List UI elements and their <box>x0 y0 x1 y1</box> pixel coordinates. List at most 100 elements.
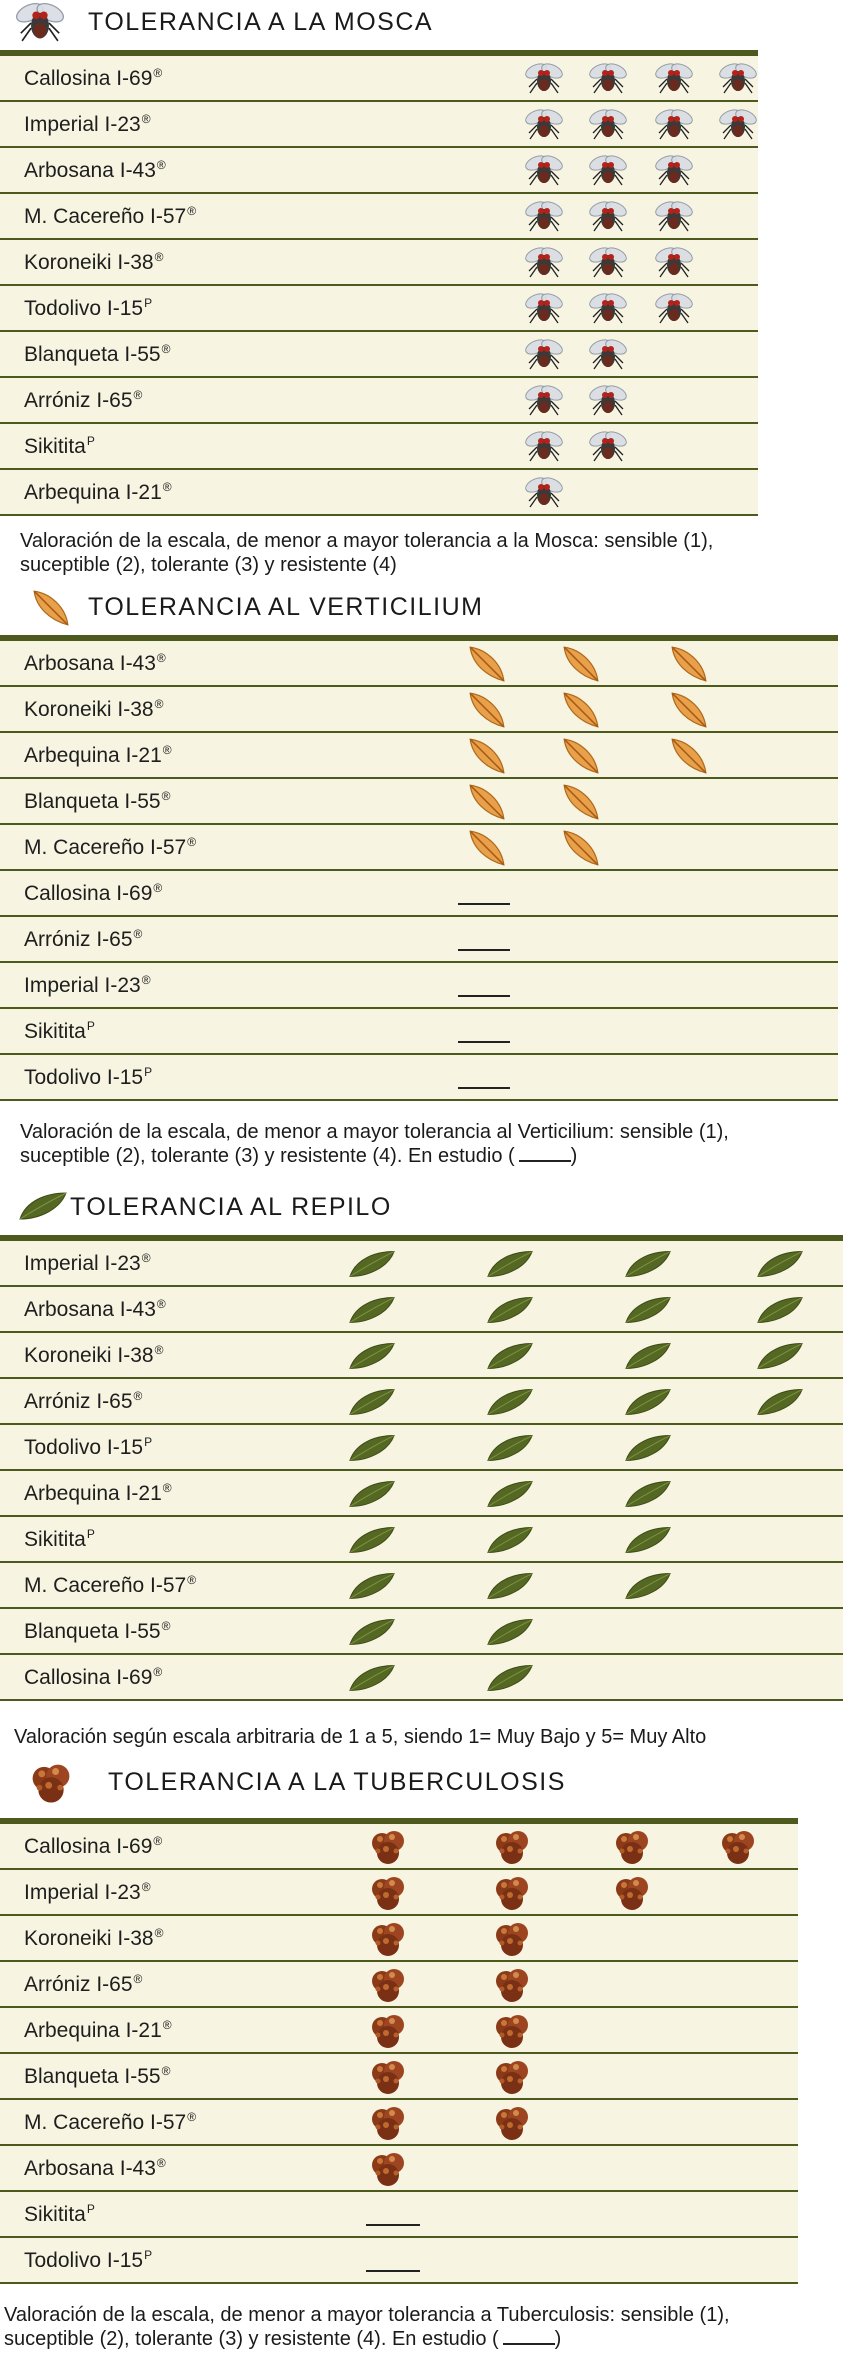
table-row: M. Cacereño I-57® <box>0 1563 843 1609</box>
in-study-dash <box>458 949 510 951</box>
table-row: Blanqueta I-55® <box>0 1609 843 1655</box>
trademark-mark: ® <box>187 835 197 849</box>
table-row: Callosina I-69® <box>0 871 838 917</box>
table-row: Blanqueta I-55® <box>0 779 838 825</box>
table-row: Arróniz I-65® <box>0 1379 843 1425</box>
fly-icon <box>654 61 694 97</box>
green-leaf-icon <box>624 1249 672 1279</box>
variety-name: Arbosana I-43® <box>24 1297 166 1321</box>
scale-note-line: suceptible (2), tolerante (3) y resisten… <box>20 1145 515 1167</box>
table-row: Koroneiki I-38® <box>0 240 758 286</box>
green-leaf-icon <box>486 1571 534 1601</box>
section-header: TOLERANCIA A LA MOSCA <box>0 0 758 48</box>
in-study-dash <box>458 1041 510 1043</box>
section-header: TOLERANCIA AL REPILO <box>0 1185 843 1233</box>
table-row: SikititaP <box>0 1517 843 1563</box>
trademark-mark: ® <box>187 2110 197 2124</box>
rating-table: Callosina I-69® Imperial I-23® Arbosana I-… <box>0 56 758 516</box>
trademark-mark: ® <box>154 1343 164 1357</box>
trademark-mark: ® <box>162 480 172 494</box>
table-row: Todolivo I-15P <box>0 2238 798 2284</box>
variety-name: SikititaP <box>24 1527 95 1551</box>
table-row: Blanqueta I-55® <box>0 332 758 378</box>
table-row: Imperial I-23® <box>0 1870 798 1916</box>
fly-icon <box>524 475 564 511</box>
section-mosca: TOLERANCIA A LA MOSCA Callosina I-69® Imp… <box>0 0 758 576</box>
gall-icon <box>28 1760 74 1806</box>
gall-icon <box>368 1827 408 1867</box>
variety-name: M. Cacereño I-57® <box>24 2110 197 2134</box>
trademark-mark: ® <box>133 1389 143 1403</box>
trademark-mark: P <box>144 2248 153 2262</box>
section-title: TOLERANCIA AL REPILO <box>70 1193 392 1221</box>
table-row: Imperial I-23® <box>0 963 838 1009</box>
variety-name: Koroneiki I-38® <box>24 1926 164 1950</box>
table-row: Koroneiki I-38® <box>0 1333 843 1379</box>
orange-leaf-icon <box>466 689 508 731</box>
trademark-mark: P <box>86 1019 95 1033</box>
trademark-mark: ® <box>187 204 197 218</box>
table-row: Imperial I-23® <box>0 102 758 148</box>
trademark-mark: ® <box>153 1834 163 1848</box>
variety-name: Arbequina I-21® <box>24 743 172 767</box>
gall-icon <box>612 1827 652 1867</box>
scale-note-line: Valoración de la escala, de menor a mayo… <box>20 530 714 552</box>
green-leaf-icon <box>624 1387 672 1417</box>
green-leaf-icon <box>486 1295 534 1325</box>
trademark-mark: ® <box>162 2018 172 2032</box>
section-header: TOLERANCIA AL VERTICILIUM <box>0 585 838 633</box>
orange-leaf-icon <box>668 643 710 685</box>
trademark-mark: ® <box>156 1297 166 1311</box>
trademark-mark: ® <box>162 1481 172 1495</box>
green-leaf-icon <box>624 1479 672 1509</box>
table-row: Arbosana I-43® <box>0 641 838 687</box>
scale-note: Valoración de la escala, de menor a mayo… <box>4 2303 730 2351</box>
trademark-mark: ® <box>153 66 163 80</box>
variety-name: Arróniz I-65® <box>24 1389 143 1413</box>
table-row: Todolivo I-15P <box>0 1055 838 1101</box>
trademark-mark: ® <box>153 881 163 895</box>
gall-icon <box>368 2011 408 2051</box>
table-row: Arróniz I-65® <box>0 378 758 424</box>
fly-icon <box>524 245 564 281</box>
fly-icon <box>524 291 564 327</box>
variety-name: M. Cacereño I-57® <box>24 204 197 228</box>
trademark-mark: P <box>144 1435 153 1449</box>
trademark-mark: ® <box>133 388 143 402</box>
table-row: Koroneiki I-38® <box>0 1916 798 1962</box>
orange-leaf-icon <box>466 781 508 823</box>
fly-icon <box>588 337 628 373</box>
green-leaf-icon <box>624 1571 672 1601</box>
trademark-mark: ® <box>133 927 143 941</box>
trademark-mark: ® <box>161 789 171 803</box>
trademark-mark: ® <box>141 112 151 126</box>
green-leaf-icon <box>348 1249 396 1279</box>
orange-leaf-icon <box>560 643 602 685</box>
green-leaf-icon <box>486 1663 534 1693</box>
fly-icon <box>718 107 758 143</box>
variety-name: Callosina I-69® <box>24 881 163 905</box>
gall-icon <box>492 1919 532 1959</box>
variety-name: Arbosana I-43® <box>24 651 166 675</box>
variety-name: Arbequina I-21® <box>24 480 172 504</box>
fly-icon <box>588 429 628 465</box>
in-study-dash <box>366 2270 420 2272</box>
scale-note-line: Valoración de la escala, de menor a mayo… <box>20 1121 729 1143</box>
section-title: TOLERANCIA A LA TUBERCULOSIS <box>108 1768 566 1796</box>
variety-name: Koroneiki I-38® <box>24 1343 164 1367</box>
fly-icon <box>588 245 628 281</box>
fly-icon <box>654 291 694 327</box>
trademark-mark: ® <box>161 2064 171 2078</box>
scale-note-line: suceptible (2), tolerante (3) y resisten… <box>20 554 397 576</box>
green-leaf-icon <box>486 1479 534 1509</box>
trademark-mark: ® <box>141 973 151 987</box>
gall-icon <box>492 1965 532 2005</box>
table-row: Arbequina I-21® <box>0 733 838 779</box>
trademark-mark: ® <box>154 697 164 711</box>
fly-icon <box>524 199 564 235</box>
variety-name: Koroneiki I-38® <box>24 697 164 721</box>
green-leaf-icon <box>348 1295 396 1325</box>
green-leaf-icon <box>486 1249 534 1279</box>
green-leaf-icon <box>486 1387 534 1417</box>
variety-name: Blanqueta I-55® <box>24 789 171 813</box>
